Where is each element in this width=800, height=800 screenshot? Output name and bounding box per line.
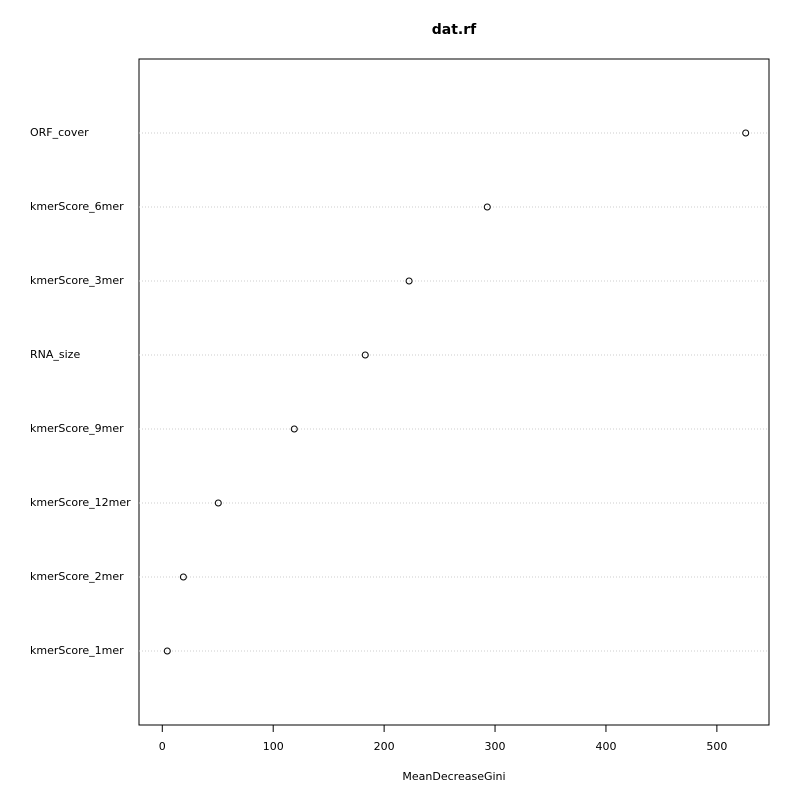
x-tick-label: 0	[159, 740, 166, 753]
x-tick-label: 400	[595, 740, 616, 753]
x-tick-label: 100	[263, 740, 284, 753]
y-tick-label: kmerScore_6mer	[30, 200, 124, 213]
y-tick-label: kmerScore_2mer	[30, 570, 124, 583]
y-tick-label: RNA_size	[30, 348, 80, 361]
dot	[361, 351, 369, 359]
dot	[742, 129, 750, 137]
plot-box	[138, 58, 770, 726]
y-tick-label: kmerScore_12mer	[30, 496, 131, 509]
y-tick-label: kmerScore_9mer	[30, 422, 124, 435]
x-tick-label: 500	[706, 740, 727, 753]
chart-title: dat.rf	[432, 22, 477, 38]
y-tick-label: ORF_cover	[30, 126, 89, 139]
x-tick-label: 300	[485, 740, 506, 753]
dot	[214, 499, 222, 507]
dot	[163, 647, 171, 655]
dot	[290, 425, 298, 433]
dot	[179, 573, 187, 581]
y-tick-label: kmerScore_1mer	[30, 644, 124, 657]
dot	[405, 277, 413, 285]
x-tick-label: 200	[374, 740, 395, 753]
y-tick-label: kmerScore_3mer	[30, 274, 124, 287]
dot	[483, 203, 491, 211]
x-axis-label: MeanDecreaseGini	[402, 770, 505, 783]
